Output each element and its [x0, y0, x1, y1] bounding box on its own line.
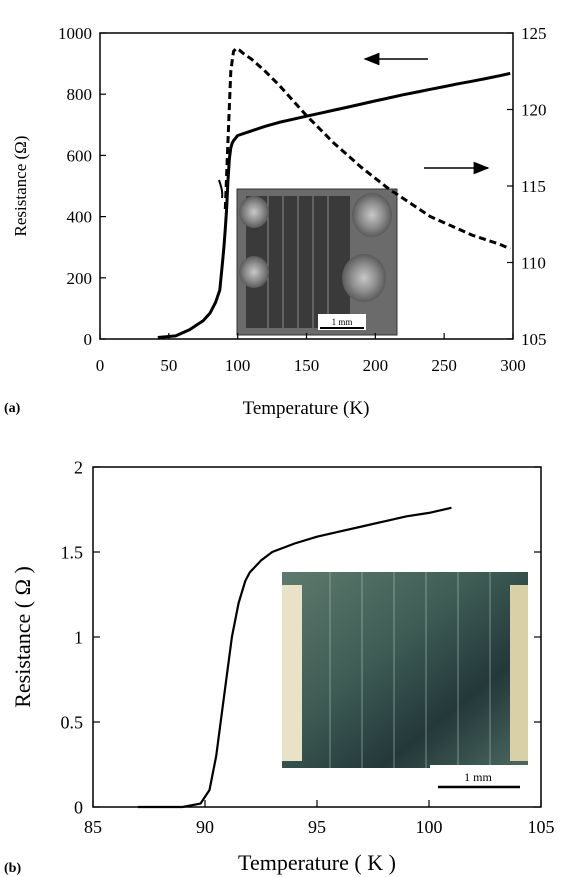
panel-b-x-axis-label: Temperature ( K ) — [238, 850, 396, 875]
x-tick-label: 105 — [528, 817, 555, 837]
y-tick-label: 1 — [74, 627, 83, 647]
x-tick-label: 100 — [416, 817, 443, 837]
y-tick-label: 2 — [74, 457, 83, 477]
x-tick-label: 50 — [160, 356, 177, 375]
x-tick-label: 250 — [431, 356, 457, 375]
panel-a-inset-scale-label: 1 mm — [332, 317, 353, 327]
series-line-dashed — [223, 46, 511, 251]
panel-b-inset-photo: 1 mm — [282, 572, 528, 795]
panel-a-y-axis-label: Resistance (Ω) — [11, 136, 30, 237]
panel-b-label: (b) — [4, 861, 21, 876]
y2-tick-label: 105 — [521, 330, 547, 349]
panel-a: 1 mm 0 50 100 150 200 250 300 0 200 400 600 800 1000… — [4, 24, 547, 419]
series-fragment — [218, 179, 224, 199]
y-tick-label: 0.5 — [61, 712, 84, 732]
y-tick-label: 800 — [67, 85, 93, 104]
series-line-solid — [137, 506, 452, 809]
y2-tick-label: 125 — [521, 24, 547, 43]
y-tick-label: 600 — [67, 146, 93, 165]
y-tick-label: 400 — [67, 208, 93, 227]
x-tick-label: 90 — [196, 817, 214, 837]
y-tick-label: 0 — [74, 797, 83, 817]
series-line-solid — [157, 71, 511, 339]
x-tick-label: 0 — [96, 356, 105, 375]
x-tick-label: 200 — [363, 356, 389, 375]
panel-b-inset-scale-label: 1 mm — [464, 770, 492, 784]
panel-a-label: (a) — [4, 401, 21, 416]
panel-a-x-axis-label: Temperature (K) — [243, 398, 370, 419]
y-tick-label: 0 — [84, 330, 93, 349]
y2-tick-label: 110 — [521, 253, 546, 272]
y2-tick-label: 120 — [521, 100, 547, 119]
x-tick-label: 150 — [294, 356, 320, 375]
y-tick-label: 1.5 — [61, 542, 84, 562]
y-tick-label: 200 — [67, 269, 93, 288]
x-tick-label: 300 — [500, 356, 526, 375]
panel-a-inset-photo: 1 mm — [236, 188, 398, 336]
panel-b: 1 mm 85 90 95 100 105 0 0.5 1 1.5 2 Resistance ( … — [4, 457, 555, 876]
y2-tick-label: 115 — [521, 177, 546, 196]
x-tick-label: 95 — [308, 817, 326, 837]
panel-b-y-axis-label: Resistance ( Ω ) — [10, 566, 35, 708]
x-tick-label: 100 — [225, 356, 251, 375]
y-tick-label: 1000 — [58, 24, 92, 43]
x-tick-label: 85 — [84, 817, 102, 837]
